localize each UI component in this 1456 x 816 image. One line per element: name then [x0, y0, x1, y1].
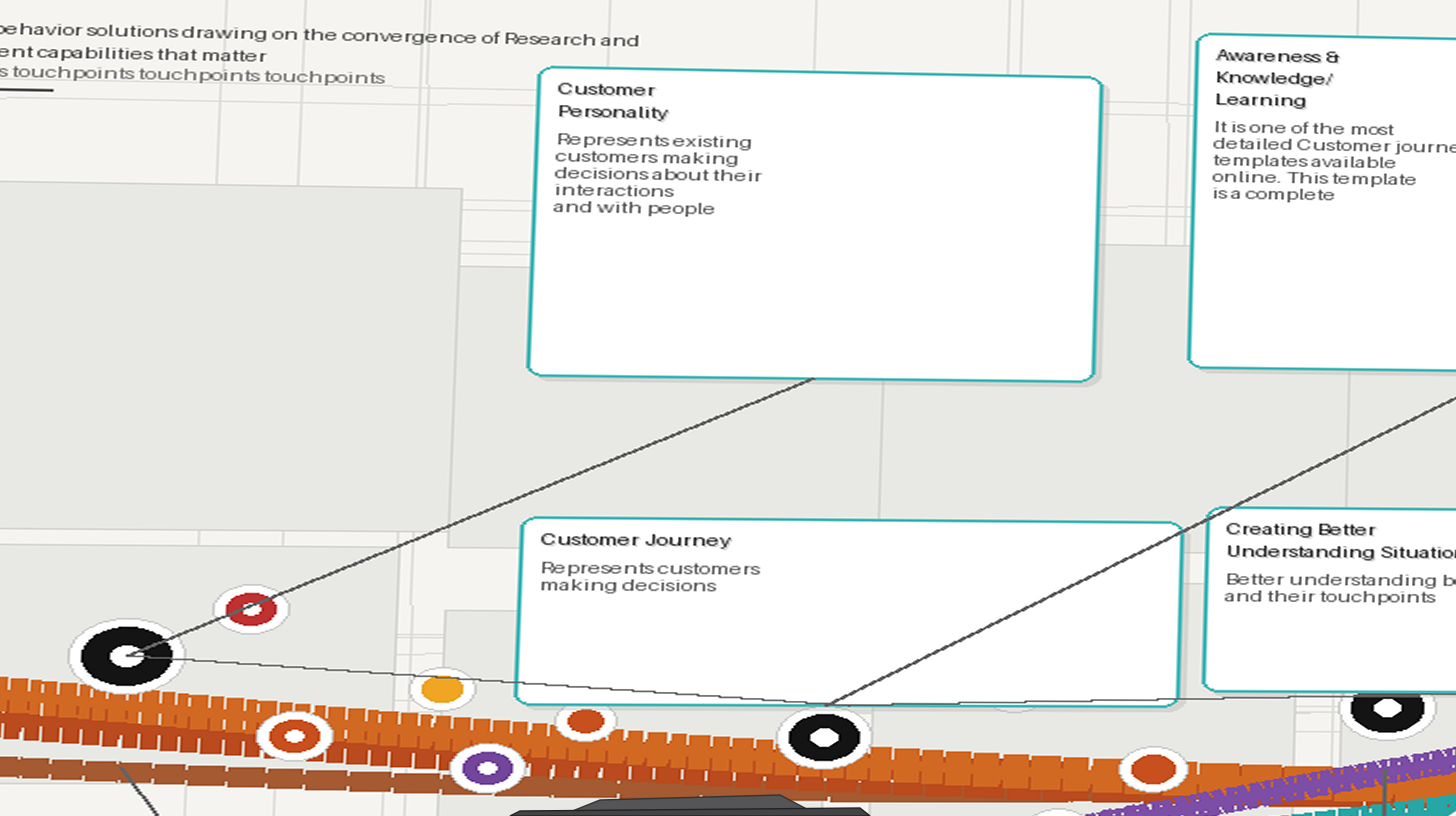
Polygon shape	[561, 795, 820, 816]
Polygon shape	[510, 808, 871, 816]
Polygon shape	[84, 12, 1147, 800]
Polygon shape	[60, 0, 1160, 816]
